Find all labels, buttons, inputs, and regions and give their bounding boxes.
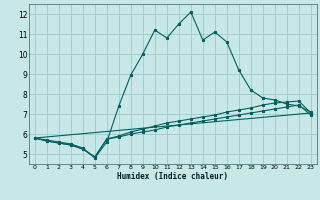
X-axis label: Humidex (Indice chaleur): Humidex (Indice chaleur) xyxy=(117,172,228,181)
